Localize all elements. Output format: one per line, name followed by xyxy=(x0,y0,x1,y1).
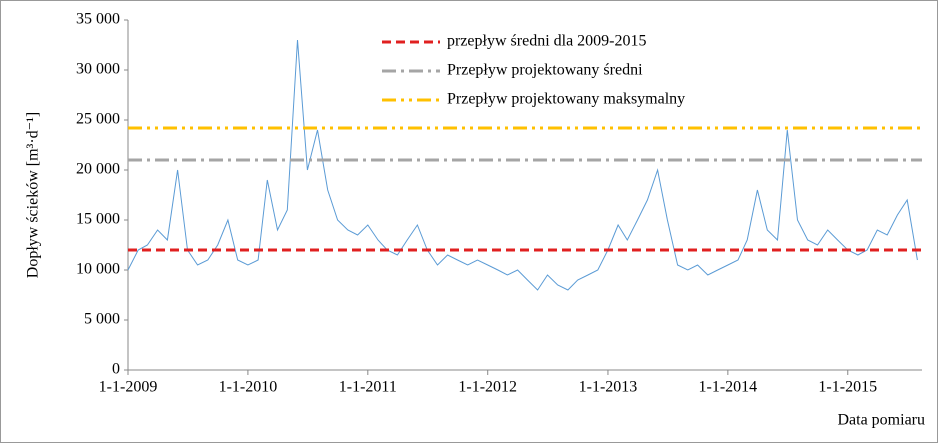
x-tick-label: 1-1-2014 xyxy=(699,379,758,396)
series-line xyxy=(127,39,918,291)
y-tick-label: 35 000 xyxy=(76,11,120,28)
legend-label: Przepływ projektowany maksymalny xyxy=(447,91,685,108)
x-tick-label: 1-1-2011 xyxy=(339,379,397,396)
x-axis-label: Data pomiaru xyxy=(837,412,925,429)
y-tick-label: 20 000 xyxy=(76,161,120,178)
y-tick-label: 15 000 xyxy=(76,211,120,228)
x-tick-label: 1-1-2012 xyxy=(458,379,517,396)
y-tick-label: 25 000 xyxy=(76,111,120,128)
y-tick-label: 30 000 xyxy=(76,61,120,78)
y-tick-label: 5 000 xyxy=(84,311,120,328)
x-tick-label: 1-1-2015 xyxy=(818,379,877,396)
x-tick-label: 1-1-2009 xyxy=(99,379,158,396)
y-tick-label: 0 xyxy=(112,361,120,378)
legend-label: przepływ średni dla 2009-2015 xyxy=(447,33,647,50)
x-tick-label: 1-1-2010 xyxy=(219,379,278,396)
y-axis-label: Dopływ ścieków [m³·d⁻¹] xyxy=(25,112,42,278)
x-tick-label: 1-1-2013 xyxy=(579,379,638,396)
legend-label: Przepływ projektowany średni xyxy=(447,62,643,79)
y-tick-label: 10 000 xyxy=(76,261,120,278)
